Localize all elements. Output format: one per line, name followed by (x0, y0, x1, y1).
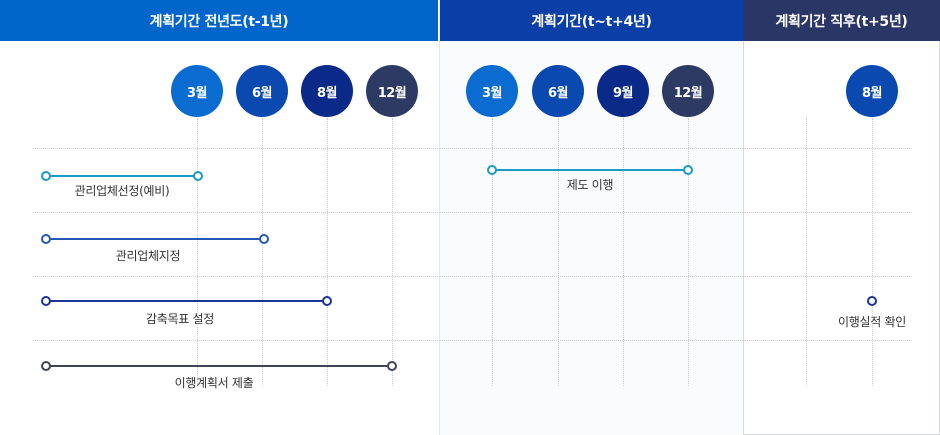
timeline-start-node (41, 234, 51, 244)
timeline-point-node (867, 296, 877, 306)
panel-header: 계획기간 직후(t+5년) (743, 0, 940, 41)
task-label: 제도 이행 (566, 178, 614, 192)
grid-line (558, 118, 559, 386)
grid-line (744, 212, 912, 213)
grid-line (744, 340, 912, 341)
month-marker: 6월 (236, 65, 288, 117)
timeline-bar (46, 300, 328, 302)
month-marker: 12월 (662, 65, 714, 117)
grid-line (440, 212, 743, 213)
month-marker: 8월 (846, 65, 898, 117)
timeline-bar (46, 238, 264, 240)
panel-header: 계획기간 전년도(t-1년) (0, 0, 438, 41)
grid-line (392, 118, 393, 386)
grid-line (262, 118, 263, 386)
grid-line (744, 148, 912, 149)
task-label: 관리업체선정(예비) (74, 184, 170, 198)
grid-line (33, 276, 438, 277)
panel-planning-period: 계획기간(t~t+4년) 3월 6월 9월 12월 제도 이행 (439, 0, 743, 435)
timeline-end-node (387, 361, 397, 371)
month-marker: 3월 (171, 65, 223, 117)
task-label: 이행실적 확인 (838, 315, 906, 329)
grid-line (440, 340, 743, 341)
timeline-end-node (683, 165, 693, 175)
month-marker: 3월 (466, 65, 518, 117)
timeline-end-node (259, 234, 269, 244)
grid-line (33, 148, 438, 149)
month-marker: 8월 (301, 65, 353, 117)
timeline-start-node (487, 165, 497, 175)
timeline-start-node (41, 171, 51, 181)
grid-line (688, 118, 689, 386)
grid-line (440, 148, 743, 149)
grid-line (872, 118, 873, 386)
timeline-bar (46, 365, 392, 367)
task-label: 관리업체지정 (115, 249, 181, 263)
grid-line (33, 212, 438, 213)
grid-line (492, 118, 493, 386)
month-marker: 12월 (366, 65, 418, 117)
timeline-bar (492, 169, 689, 171)
panel-previous-year: 계획기간 전년도(t-1년) 3월 6월 8월 12월 관리업체선정(예비) 관… (0, 0, 438, 435)
task-label: 감축목표 설정 (146, 312, 214, 326)
timeline-start-node (41, 361, 51, 371)
timeline-start-node (41, 296, 51, 306)
task-label: 이행계획서 제출 (174, 376, 254, 390)
panel-header: 계획기간(t~t+4년) (440, 0, 743, 41)
grid-line (623, 118, 624, 386)
timeline-bar (46, 175, 198, 177)
timeline-end-node (322, 296, 332, 306)
timeline-end-node (193, 171, 203, 181)
panel-post-period: 계획기간 직후(t+5년) 8월 이행실적 확인 (743, 0, 940, 435)
month-marker: 6월 (532, 65, 584, 117)
grid-line (327, 118, 328, 386)
grid-line (440, 276, 743, 277)
grid-line (806, 118, 807, 386)
month-marker: 9월 (597, 65, 649, 117)
grid-line (744, 276, 912, 277)
grid-line (197, 118, 198, 386)
grid-line (33, 340, 438, 341)
